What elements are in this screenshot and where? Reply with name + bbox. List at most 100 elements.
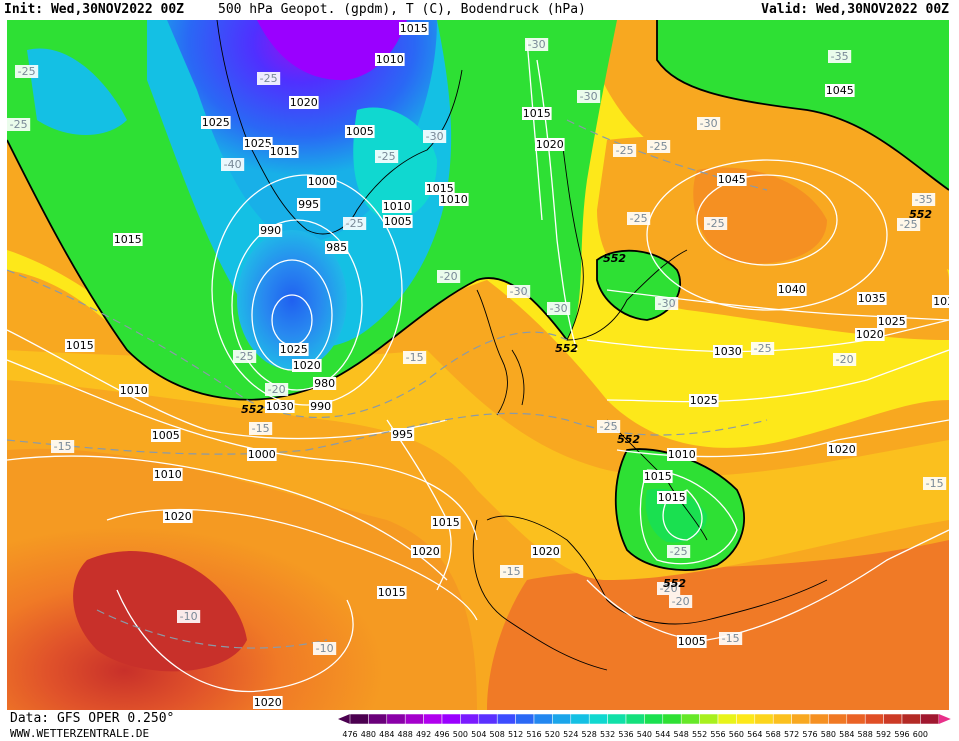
temperature-label-bg xyxy=(719,632,743,645)
isobar-1010-med xyxy=(662,489,703,541)
temperature-label-bg xyxy=(403,351,427,364)
temperature-label: -30 xyxy=(510,285,528,298)
pressure-label: 1020 xyxy=(828,443,856,456)
pressure-label: 1040 xyxy=(778,283,806,296)
pressure-label: 1015 xyxy=(400,22,428,35)
init-time: Init: Wed,30NOV2022 00Z xyxy=(4,2,185,17)
temperature-label-bg xyxy=(613,144,637,157)
legend-tick-label: 488 xyxy=(398,730,413,739)
gpdm-552-contour-med xyxy=(614,448,745,571)
temperature-label: -25 xyxy=(616,144,634,157)
legend-tick-label: 520 xyxy=(545,730,560,739)
legend-swatch xyxy=(533,713,553,725)
temperature-label-bg xyxy=(697,117,721,130)
temperature-label-bg xyxy=(657,582,681,595)
temperature-label-bg xyxy=(525,38,549,51)
legend-tick-label: 592 xyxy=(876,730,891,739)
legend-swatch xyxy=(828,713,848,725)
legend-tick-label: 580 xyxy=(821,730,836,739)
website-url: WWW.WETTERZENTRALE.DE xyxy=(10,727,150,740)
pressure-label: 103 xyxy=(933,295,949,308)
legend-arrow-left xyxy=(338,714,350,724)
coastlines xyxy=(216,20,828,671)
legend-boxes xyxy=(338,713,951,725)
temperature-label: -20 xyxy=(836,353,854,366)
temperature-label-bg xyxy=(375,150,399,163)
legend-tick-label: 484 xyxy=(379,730,394,739)
geopotential-label: 552 xyxy=(663,577,686,590)
pressure-label: 1025 xyxy=(244,137,272,150)
pressure-label: 1000 xyxy=(308,175,336,188)
isobar-1015-mid xyxy=(7,455,448,581)
temperature-label-bg xyxy=(500,565,524,578)
pressure-label: 1025 xyxy=(878,315,906,328)
pressure-label: 995 xyxy=(298,198,319,211)
legend-swatch xyxy=(772,713,792,725)
atlantic-low xyxy=(237,230,347,370)
legend-tick-label: 556 xyxy=(710,730,725,739)
temperature-label-bg xyxy=(437,270,461,283)
pressure-label: 1015 xyxy=(644,470,672,483)
temperature-label: -15 xyxy=(54,440,72,453)
legend-tick-label: 476 xyxy=(342,730,357,739)
pressure-label: 990 xyxy=(260,224,281,237)
temperature-label: -20 xyxy=(672,595,690,608)
legend-tick-label: 588 xyxy=(858,730,873,739)
legend-tick-label: 544 xyxy=(655,730,670,739)
pressure-label: 980 xyxy=(314,377,335,390)
pressure-label-bg xyxy=(439,193,469,206)
pressure-label-bg xyxy=(535,138,565,151)
pressure-label: 1015 xyxy=(66,339,94,352)
pressure-label: 1045 xyxy=(826,84,854,97)
pressure-label-bg xyxy=(382,200,412,213)
legend-swatch xyxy=(570,713,590,725)
pressure-label-bg xyxy=(643,470,673,483)
pressure-label-bg xyxy=(657,491,687,504)
temperature-label-bg xyxy=(15,65,39,78)
pressure-label-bg xyxy=(425,182,455,195)
temperature-label: -25 xyxy=(18,65,36,78)
pressure-label: 1005 xyxy=(346,125,374,138)
legend-tick-label: 508 xyxy=(490,730,505,739)
pressure-label-bg xyxy=(279,343,309,356)
legend-swatch xyxy=(754,713,774,725)
temperature-label-bg xyxy=(627,212,651,225)
hot-core xyxy=(73,551,247,672)
temperature-label-bg xyxy=(265,383,289,396)
isobar-1045 xyxy=(696,174,838,266)
temperature-label-bg xyxy=(828,50,852,63)
pressure-label-bg xyxy=(855,328,885,341)
pressure-label-bg xyxy=(153,468,183,481)
pressure-label-bg xyxy=(253,696,283,709)
pressure-label: 1015 xyxy=(270,145,298,158)
pressure-label-bg xyxy=(265,400,295,413)
pressure-label: 1020 xyxy=(412,545,440,558)
pressure-label-bg xyxy=(827,443,857,456)
temperature-label-bg xyxy=(577,90,601,103)
gpdm-552-contour-ne xyxy=(656,20,949,191)
pressure-label-bg xyxy=(877,315,907,328)
pressure-label-bg xyxy=(309,400,333,413)
pressure-label-bg xyxy=(163,510,193,523)
gpdm-552-contour-main xyxy=(7,139,568,401)
ne-high-core xyxy=(693,167,827,264)
pressure-label: 1005 xyxy=(152,429,180,442)
pressure-label-bg xyxy=(313,377,337,390)
legend-swatch xyxy=(920,713,940,725)
pressure-label: 1010 xyxy=(383,200,411,213)
map-canvas: 1015101010201025102510151005100099599098… xyxy=(7,20,949,710)
legend-tick-label: 496 xyxy=(434,730,449,739)
pressure-label: 1030 xyxy=(714,345,742,358)
temperature-label-bg xyxy=(751,342,775,355)
temperature-label-bg xyxy=(547,302,571,315)
pressure-label-bg xyxy=(325,241,349,254)
map-header: Init: Wed,30NOV2022 00Z 500 hPa Geopot. … xyxy=(0,0,959,20)
legend-swatch xyxy=(460,713,480,725)
pressure-label-bg xyxy=(399,22,429,35)
pressure-label: 1025 xyxy=(690,394,718,407)
temperature-label: -15 xyxy=(406,351,424,364)
pressure-label: 995 xyxy=(392,428,413,441)
pressure-label: 1015 xyxy=(378,586,406,599)
pressure-label: 1015 xyxy=(432,516,460,529)
isobar-1020-east xyxy=(616,419,949,458)
